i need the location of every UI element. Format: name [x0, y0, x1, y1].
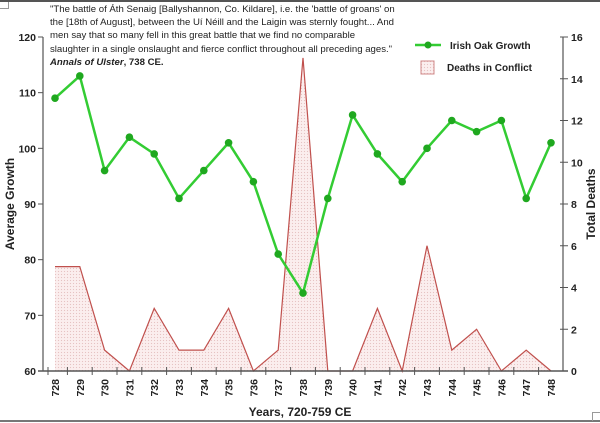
right-axis-tick-label: 16 — [571, 32, 583, 44]
left-axis-tick-label: 120 — [18, 32, 36, 44]
growth-data-point — [249, 177, 258, 186]
legend-deaths-label: Deaths in Conflict — [447, 63, 533, 74]
x-axis-tick-label: 732 — [149, 379, 161, 397]
source-suffix: , 738 CE. — [123, 56, 164, 68]
growth-data-point — [76, 72, 84, 80]
x-axis-title: Years, 720-759 CE — [249, 405, 352, 419]
right-axis-tick-label: 6 — [571, 241, 577, 253]
growth-line-series — [51, 72, 555, 297]
left-axis-tick-label: 70 — [24, 310, 36, 322]
x-axis-tick-label: 735 — [224, 379, 236, 397]
growth-data-point — [150, 150, 158, 158]
frame-bottom-border — [0, 420, 600, 422]
growth-data-point — [522, 194, 530, 203]
growth-data-point — [547, 138, 555, 147]
corner-mark — [0, 2, 9, 9]
x-axis-tick-label: 748 — [546, 379, 558, 397]
source-title: Annals of Ulster — [50, 56, 124, 68]
growth-data-point — [175, 194, 183, 203]
right-y-axis: 0 2 4 6 8 10 12 14 16 — [560, 32, 583, 378]
deaths-area-outline — [55, 57, 552, 374]
left-axis-tick-label: 110 — [19, 88, 36, 100]
right-axis-tick-label: 14 — [571, 74, 583, 86]
x-axis-tick-label: 737 — [273, 379, 285, 397]
growth-data-point — [299, 289, 307, 297]
x-axis-tick-label: 729 — [75, 379, 87, 397]
x-axis-tick-label: 742 — [397, 379, 409, 397]
quote-source: Annals of Ulster, 738 CE. — [50, 56, 490, 69]
legend-growth-marker-icon — [424, 41, 432, 49]
legend: Irish Oak Growth Deaths in Conflict — [415, 41, 533, 75]
quote-line: slaughter in a single onslaught and fier… — [50, 43, 393, 55]
growth-data-point — [51, 94, 59, 103]
x-axis-tick-label: 731 — [124, 379, 136, 397]
growth-data-point — [224, 138, 233, 147]
left-axis-tick-label: 90 — [24, 199, 36, 211]
x-axis-tick-label: 733 — [174, 379, 186, 397]
x-axis-tick-label: 738 — [298, 379, 310, 397]
x-axis-tick-label: 745 — [472, 379, 484, 397]
x-axis: 728 729 730 731 732 733 734 735 736 737 738 739 740 7… — [38, 367, 568, 397]
right-axis-tick-label: 2 — [571, 324, 577, 336]
growth-data-point — [200, 166, 208, 175]
x-axis-tick-label: 746 — [496, 379, 508, 397]
growth-data-point — [398, 177, 407, 186]
growth-data-point — [448, 116, 456, 125]
growth-data-point — [100, 166, 109, 175]
growth-data-point — [324, 194, 332, 203]
x-axis-tick-label: 741 — [372, 379, 384, 397]
right-axis-tick-label: 4 — [571, 283, 577, 295]
legend-deaths-swatch-icon — [420, 60, 435, 75]
x-axis-tick-label: 739 — [323, 379, 335, 397]
left-axis-tick-label: 100 — [18, 143, 36, 155]
growth-data-point — [497, 116, 506, 125]
quote-line: men say that so many fell in this great … — [50, 30, 356, 42]
growth-data-point — [472, 127, 481, 136]
right-axis-tick-label: 10 — [571, 157, 583, 169]
corner-mark — [592, 412, 600, 421]
growth-data-point — [348, 111, 357, 119]
quote-line: "The battle of Áth Senaig [Ballyshannon,… — [50, 4, 395, 15]
right-axis-tick-label: 8 — [571, 199, 577, 211]
right-axis-title: Total Deaths — [584, 168, 598, 239]
growth-data-point — [373, 150, 382, 158]
x-axis-tick-label: 744 — [447, 379, 459, 397]
x-axis-tick-label: 728 — [50, 379, 62, 397]
left-axis-title: Average Growth — [3, 158, 17, 250]
left-axis-tick-label: 80 — [24, 255, 36, 267]
deaths-area-fill — [55, 57, 551, 371]
growth-data-point — [274, 250, 283, 258]
x-axis-tick-label: 734 — [199, 379, 211, 397]
left-axis-tick-label: 60 — [24, 366, 36, 378]
right-axis-tick-label: 0 — [571, 366, 577, 378]
quote-line: the [18th of August], between the Uí Néi… — [50, 17, 394, 29]
x-axis-tick-label: 730 — [100, 379, 112, 397]
growth-data-point — [423, 144, 431, 153]
legend-growth-label: Irish Oak Growth — [450, 41, 531, 52]
x-axis-tick-label: 736 — [248, 379, 260, 397]
annals-quote: "The battle of Áth Senaig [Ballyshannon,… — [50, 3, 490, 69]
x-axis-tick-label: 747 — [521, 379, 533, 397]
frame-top-border — [0, 0, 600, 2]
left-y-axis: 60 70 80 90 100 110 120 — [18, 32, 44, 378]
growth-data-point — [125, 133, 134, 141]
x-axis-tick-label: 743 — [422, 379, 434, 397]
deaths-area-series — [55, 57, 552, 374]
x-axis-tick-label: 740 — [348, 379, 360, 397]
right-axis-tick-label: 12 — [571, 116, 583, 128]
